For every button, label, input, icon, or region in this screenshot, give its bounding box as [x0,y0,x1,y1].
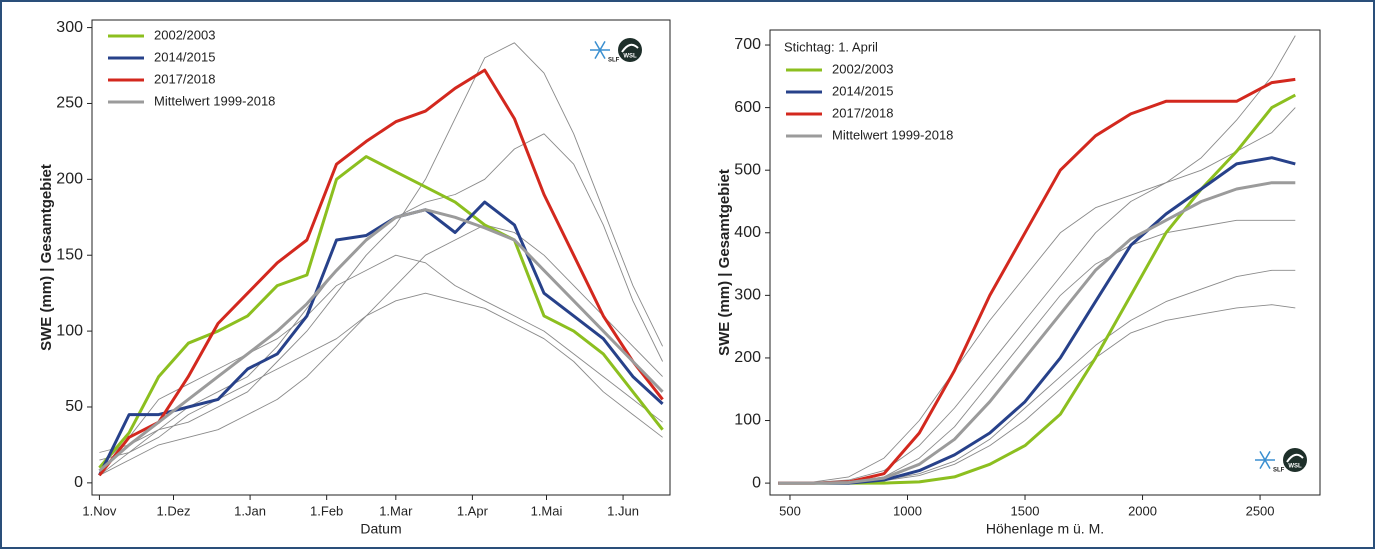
background-line [778,107,1296,484]
x-tick-label: 1.Nov [82,503,116,518]
x-axis-title: Höhenlage m ü. M. [986,521,1104,537]
y-tick-label: 600 [734,99,761,116]
x-tick-label: 500 [779,503,801,518]
x-tick-label: 1.Apr [457,503,489,518]
background-line [99,254,663,469]
y-tick-label: 100 [734,412,761,429]
logo-text: WSL [623,54,637,60]
legend-label: Mittelwert 1999-2018 [832,127,953,142]
logo-swoosh [1286,453,1304,463]
series-line [778,93,1297,485]
y-tick-label: 50 [65,398,83,415]
background-line [99,42,664,453]
logo-snowflake [594,49,601,60]
plot-area [769,29,1321,496]
series-line [98,68,664,477]
y-tick-label: 200 [56,171,83,188]
background-line [99,224,663,476]
y-tick-label: 400 [734,224,761,241]
y-tick-label: 300 [734,287,761,304]
logo-text: WSL [1288,464,1302,470]
legend-label: Mittelwert 1999-2018 [154,93,275,108]
series-line [778,181,1296,485]
x-tick-label: 1.Jun [607,503,639,518]
background-line [99,292,663,461]
y-tick-label: 100 [56,322,83,339]
logo-snowflake [594,40,601,51]
logo-circle [618,38,642,62]
logo-snowflake [1264,459,1271,470]
x-tick-label: 1500 [1011,503,1040,518]
y-tick-label: 700 [734,36,761,53]
logo-snowflake [1264,450,1271,461]
logo-swoosh [621,43,639,53]
logo-snowflake [1259,450,1266,461]
y-tick-label: 0 [752,474,761,491]
logo-circle [1283,448,1307,472]
legend-label: 2002/2003 [154,27,215,42]
x-tick-label: 1.Feb [310,503,343,518]
x-tick-label: 2500 [1246,503,1275,518]
x-tick-label: 2000 [1128,503,1157,518]
x-tick-label: 1000 [893,503,922,518]
logo-snowflake [599,49,606,60]
y-axis-title: SWE (mm) | Gesamtgebiet [716,169,733,356]
y-tick-label: 0 [74,474,83,491]
y-tick-label: 300 [56,19,83,36]
x-axis-title: Datum [360,521,401,537]
annotation: Stichtag: 1. April [784,39,878,54]
x-tick-label: 1.Dez [157,503,191,518]
x-tick-label: 1.Mai [531,503,563,518]
x-tick-label: 1.Mar [379,503,413,518]
y-axis-title: SWE (mm) | Gesamtgebiet [38,164,55,351]
y-tick-label: 500 [734,161,761,178]
y-tick-label: 150 [56,246,83,263]
series-line [778,77,1296,485]
series-line [98,208,664,472]
x-tick-label: 1.Jan [234,503,266,518]
legend-label: 2017/2018 [154,71,215,86]
y-tick-label: 200 [734,349,761,366]
background-line [778,35,1296,484]
series-line [98,200,664,476]
logo-text: SLF [1273,468,1285,474]
logo-text: SLF [608,58,620,64]
legend-label: 2014/2015 [832,83,893,98]
logo-snowflake [599,40,606,51]
plot-area [91,19,671,496]
legend-label: 2002/2003 [832,61,893,76]
legend-label: 2017/2018 [832,105,893,120]
legend-label: 2014/2015 [154,49,215,64]
series-line [98,155,664,469]
logo-snowflake [1259,459,1266,470]
y-tick-label: 250 [56,95,83,112]
